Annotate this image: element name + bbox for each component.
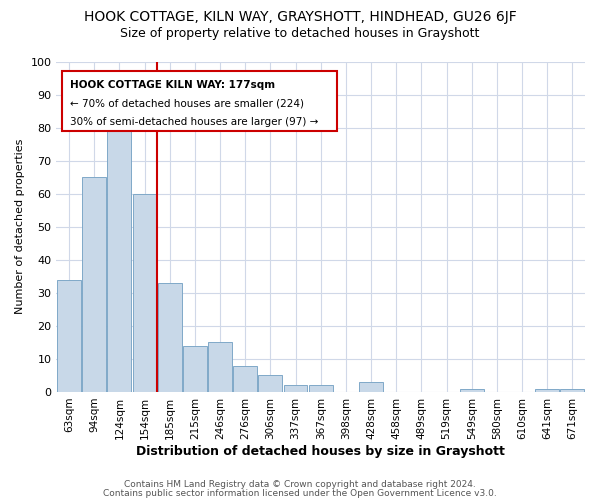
- Text: Contains public sector information licensed under the Open Government Licence v3: Contains public sector information licen…: [103, 488, 497, 498]
- X-axis label: Distribution of detached houses by size in Grayshott: Distribution of detached houses by size …: [136, 444, 505, 458]
- Bar: [284, 386, 307, 392]
- Bar: [560, 388, 584, 392]
- Bar: [82, 177, 106, 392]
- Bar: [460, 388, 484, 392]
- Bar: [259, 376, 283, 392]
- Y-axis label: Number of detached properties: Number of detached properties: [15, 139, 25, 314]
- FancyBboxPatch shape: [62, 72, 337, 131]
- Bar: [233, 366, 257, 392]
- Bar: [208, 342, 232, 392]
- Bar: [535, 388, 559, 392]
- Bar: [359, 382, 383, 392]
- Text: HOOK COTTAGE KILN WAY: 177sqm: HOOK COTTAGE KILN WAY: 177sqm: [70, 80, 275, 90]
- Text: HOOK COTTAGE, KILN WAY, GRAYSHOTT, HINDHEAD, GU26 6JF: HOOK COTTAGE, KILN WAY, GRAYSHOTT, HINDH…: [83, 10, 517, 24]
- Text: ← 70% of detached houses are smaller (224): ← 70% of detached houses are smaller (22…: [70, 98, 304, 108]
- Bar: [309, 386, 332, 392]
- Bar: [158, 283, 182, 392]
- Text: Size of property relative to detached houses in Grayshott: Size of property relative to detached ho…: [121, 28, 479, 40]
- Text: 30% of semi-detached houses are larger (97) →: 30% of semi-detached houses are larger (…: [70, 118, 318, 128]
- Bar: [183, 346, 207, 392]
- Bar: [133, 194, 157, 392]
- Bar: [57, 280, 81, 392]
- Bar: [107, 128, 131, 392]
- Text: Contains HM Land Registry data © Crown copyright and database right 2024.: Contains HM Land Registry data © Crown c…: [124, 480, 476, 489]
